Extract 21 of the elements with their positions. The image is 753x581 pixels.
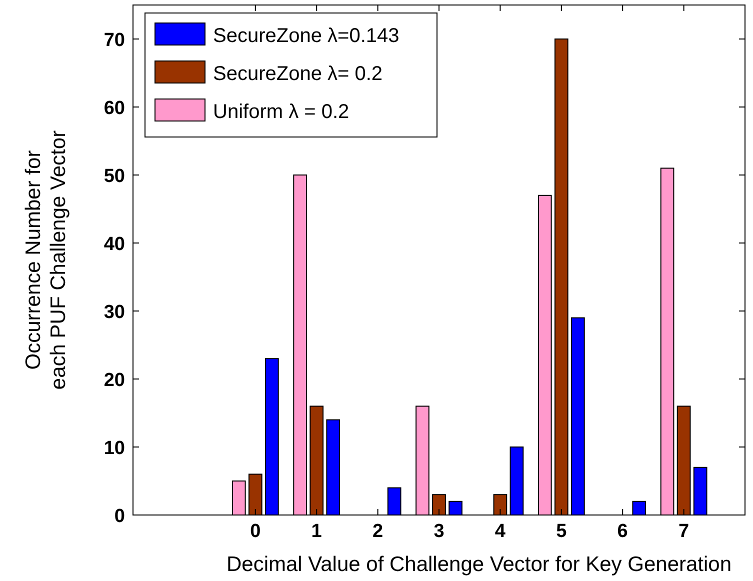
x-tick-label: 6 xyxy=(617,521,628,542)
x-axis-title: Decimal Value of Challenge Vector for Key Generation xyxy=(226,553,732,576)
legend-label: Uniform λ = 0.2 xyxy=(213,101,350,123)
x-tick-label: 4 xyxy=(494,521,506,542)
y-tick-label: 60 xyxy=(104,98,125,119)
y-tick-label: 40 xyxy=(104,234,125,255)
y-tick-label: 50 xyxy=(104,166,125,187)
y-tick-label: 0 xyxy=(114,506,125,527)
y-tick-label: 10 xyxy=(104,438,125,459)
y-tick-label: 70 xyxy=(104,30,125,51)
y-axis-title: Occurrence Number for each PUF Challenge Vector xyxy=(22,130,70,390)
x-tick-label: 0 xyxy=(250,521,261,542)
x-tick-label: 1 xyxy=(311,521,322,542)
x-tick-label: 2 xyxy=(372,521,384,542)
legend-label: SecureZone λ=0.143 xyxy=(213,25,400,47)
y-tick-label: 30 xyxy=(104,302,125,323)
x-tick-label: 3 xyxy=(434,521,444,542)
x-tick-label: 5 xyxy=(556,521,568,542)
x-tick-label: 7 xyxy=(678,521,690,542)
legend-label: SecureZone λ= 0.2 xyxy=(213,63,383,85)
y-tick-label: 20 xyxy=(104,370,125,391)
